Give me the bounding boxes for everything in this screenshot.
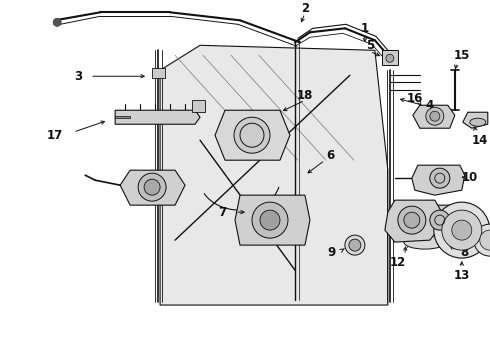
Circle shape — [349, 239, 361, 251]
Polygon shape — [152, 68, 165, 78]
Polygon shape — [235, 195, 310, 245]
Circle shape — [345, 235, 365, 255]
Circle shape — [234, 117, 270, 153]
Polygon shape — [215, 110, 290, 160]
Polygon shape — [192, 100, 205, 112]
Text: 5: 5 — [366, 39, 374, 52]
Circle shape — [386, 54, 394, 62]
Circle shape — [404, 212, 420, 228]
Polygon shape — [413, 205, 465, 235]
Text: 2: 2 — [301, 2, 309, 15]
Text: 16: 16 — [407, 92, 423, 105]
Text: 3: 3 — [74, 70, 82, 83]
Text: 1: 1 — [361, 22, 369, 35]
Text: 14: 14 — [471, 134, 488, 147]
Circle shape — [430, 111, 440, 121]
Polygon shape — [160, 45, 388, 305]
Circle shape — [434, 202, 490, 258]
Polygon shape — [382, 50, 398, 65]
Text: 17: 17 — [47, 129, 63, 142]
Polygon shape — [115, 116, 130, 118]
Circle shape — [398, 206, 426, 234]
Polygon shape — [413, 105, 455, 128]
Circle shape — [474, 224, 490, 256]
Circle shape — [53, 18, 61, 26]
Circle shape — [144, 179, 160, 195]
Text: 7: 7 — [218, 206, 226, 219]
Circle shape — [260, 210, 280, 230]
Text: 15: 15 — [454, 49, 470, 62]
Polygon shape — [412, 165, 465, 195]
Circle shape — [480, 230, 490, 250]
Text: 8: 8 — [461, 246, 469, 258]
Circle shape — [426, 107, 444, 125]
Text: 9: 9 — [328, 246, 336, 258]
Text: 18: 18 — [297, 89, 313, 102]
Text: 6: 6 — [326, 149, 334, 162]
Polygon shape — [115, 110, 200, 124]
Circle shape — [442, 210, 482, 250]
Polygon shape — [120, 170, 185, 205]
Text: 12: 12 — [390, 256, 406, 269]
Ellipse shape — [470, 118, 486, 126]
Circle shape — [138, 173, 166, 201]
Polygon shape — [463, 112, 488, 128]
Text: 13: 13 — [454, 269, 470, 282]
Text: 10: 10 — [462, 171, 478, 184]
Ellipse shape — [404, 235, 446, 249]
Circle shape — [452, 220, 472, 240]
Circle shape — [252, 202, 288, 238]
Text: 11: 11 — [462, 213, 478, 227]
Text: 4: 4 — [426, 99, 434, 112]
Circle shape — [430, 168, 450, 188]
Circle shape — [430, 210, 450, 230]
Polygon shape — [385, 200, 442, 242]
